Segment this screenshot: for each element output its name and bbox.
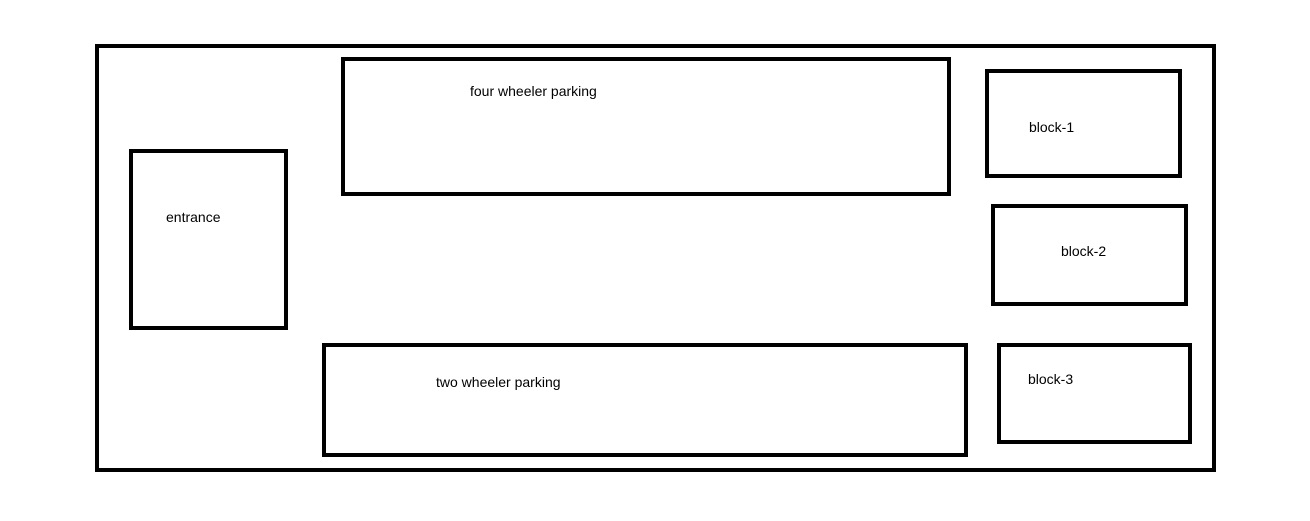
block-3-label: block-3 [1028, 371, 1074, 387]
block-1-label: block-1 [1029, 119, 1075, 135]
four-wheeler-parking-area [341, 57, 951, 196]
entrance-label: entrance [166, 209, 221, 225]
two-wheeler-parking-label: two wheeler parking [436, 374, 561, 390]
four-wheeler-parking-label: four wheeler parking [470, 83, 597, 99]
entrance-area [129, 149, 288, 330]
block-1-area [985, 69, 1182, 178]
block-2-label: block-2 [1061, 243, 1107, 259]
block-2-area [991, 204, 1188, 306]
block-3-area [997, 343, 1192, 444]
two-wheeler-parking-area [322, 343, 968, 457]
